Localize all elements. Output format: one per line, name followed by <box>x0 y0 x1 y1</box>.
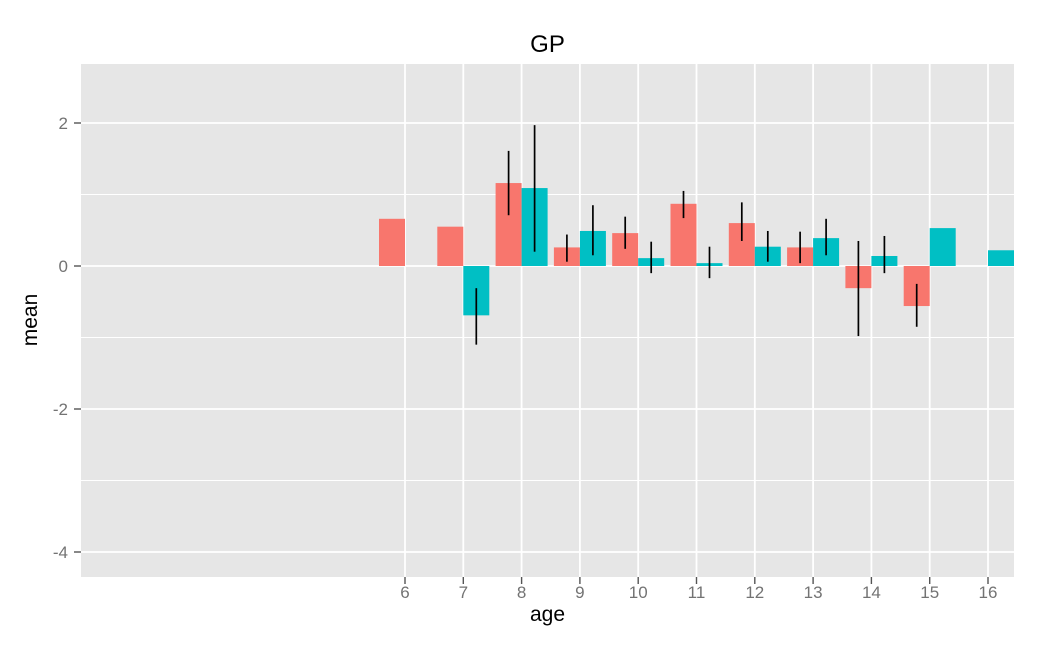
x-tick-label: 9 <box>575 583 584 602</box>
bar-teal-age-15 <box>929 228 956 266</box>
y-tick-label: -2 <box>53 400 68 419</box>
x-tick-label: 15 <box>920 583 939 602</box>
plot-panel <box>81 64 1014 577</box>
x-tick-label: 8 <box>517 583 526 602</box>
y-axis-title: mean <box>19 293 42 347</box>
x-tick-label: 13 <box>804 583 823 602</box>
y-tick-label: 0 <box>59 257 68 276</box>
bar-red-age-6 <box>379 218 405 266</box>
x-tick-label: 7 <box>459 583 468 602</box>
x-tick-label: 12 <box>745 583 764 602</box>
x-tick-label: 16 <box>979 583 998 602</box>
bar-teal-age-16 <box>988 250 1014 266</box>
y-tick-label: -4 <box>53 543 68 562</box>
x-axis-title: age <box>529 603 566 626</box>
x-tick-label: 10 <box>629 583 648 602</box>
y-tick-label: 2 <box>59 114 68 133</box>
x-tick-label: 6 <box>400 583 409 602</box>
x-tick-label: 11 <box>688 583 706 602</box>
x-tick-label: 14 <box>862 583 881 602</box>
bar-red-age-7 <box>437 226 464 266</box>
chart-title: GP <box>530 31 565 58</box>
